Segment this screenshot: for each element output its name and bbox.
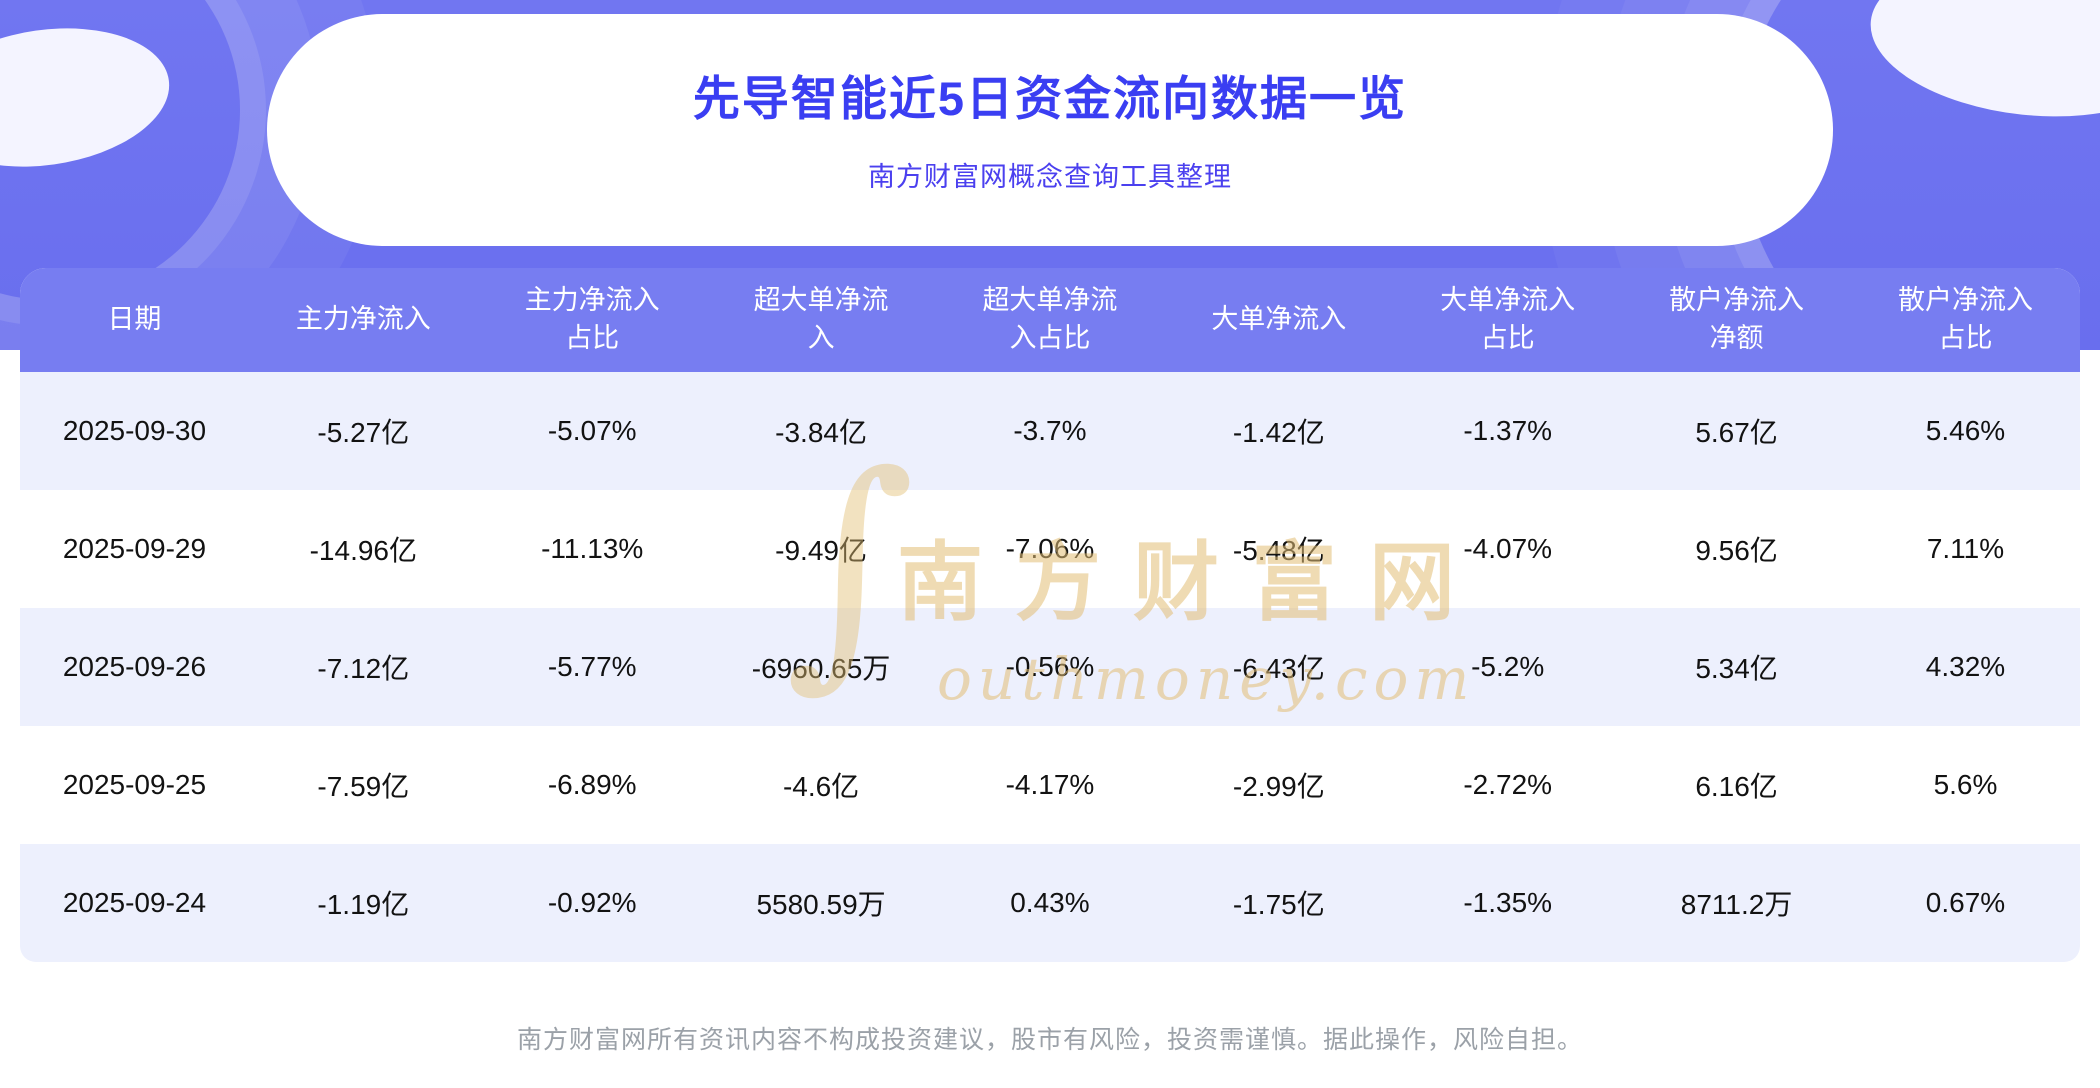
value-cell: -0.92% xyxy=(547,887,637,918)
table-row: 2025-09-24 -1.19亿 -0.92% 5580.59万 0.43% -1.75… xyxy=(20,844,2080,962)
value-cell: 6.16亿 xyxy=(1695,771,1778,802)
footer-disclaimer: 南方财富网所有资讯内容不构成投资建议，股市有风险，投资需谨慎。据此操作，风险自担… xyxy=(516,1026,1583,1054)
value-cell: 9.56亿 xyxy=(1695,535,1778,566)
value-cell: -0.56% xyxy=(1005,651,1095,682)
fund-flow-table: 日期 主力净流入 主力净流入占比 超大单净流入 超大单净流入占比 大单净流入 大单净流入占比… xyxy=(20,268,2080,962)
value-cell: -5.2% xyxy=(1471,651,1545,682)
banner-panel: 先导智能近5日资金流向数据一览 南方财富网概念查询工具整理 xyxy=(267,14,1833,246)
value-cell: -1.19亿 xyxy=(317,889,410,920)
table-row: 2025-09-26 -7.12亿 -5.77% -6960.65万 -0.56% -6.… xyxy=(20,608,2080,726)
value-cell: -5.48亿 xyxy=(1232,535,1325,566)
value-cell: -4.6亿 xyxy=(782,771,860,802)
value-cell: 8711.2万 xyxy=(1680,889,1793,920)
table-row: 2025-09-25 -7.59亿 -6.89% -4.6亿 -4.17% -2.99亿 -… xyxy=(20,726,2080,844)
value-cell: 5580.59万 xyxy=(756,889,886,920)
value-cell: -7.59亿 xyxy=(317,771,410,802)
table-row: 2025-09-29 -14.96亿 -11.13% -9.49亿 -7.06% -5.4… xyxy=(20,490,2080,608)
column-header-7: 散户净流入净额 xyxy=(1622,268,1851,372)
value-cell: 0.67% xyxy=(1925,887,2006,918)
value-cell: -14.96亿 xyxy=(309,535,418,566)
page-subtitle: 南方财富网概念查询工具整理 xyxy=(868,162,1232,192)
value-cell: 5.67亿 xyxy=(1695,417,1778,448)
column-header-4: 超大单净流入占比 xyxy=(935,268,1165,372)
value-cell: -3.84亿 xyxy=(775,417,867,448)
value-cell: 0.43% xyxy=(1010,887,1090,918)
date-cell: 2025-09-29 xyxy=(62,533,207,564)
column-header-5: 大单净流入 xyxy=(1164,268,1394,372)
value-cell: 4.32% xyxy=(1925,651,2006,682)
page-title: 先导智能近5日资金流向数据一览 xyxy=(692,72,1408,125)
value-cell: -1.35% xyxy=(1463,887,1553,918)
value-cell: 5.6% xyxy=(1933,769,1998,800)
value-cell: -2.72% xyxy=(1463,769,1553,800)
value-cell: -5.07% xyxy=(547,415,637,446)
value-cell: 7.11% xyxy=(1926,533,2005,564)
table-header: 日期 主力净流入 主力净流入占比 超大单净流入 超大单净流入占比 大单净流入 大单净流入占比… xyxy=(20,268,2080,372)
value-cell: -4.17% xyxy=(1005,769,1095,800)
value-cell: -3.7% xyxy=(1013,415,1087,446)
table-header-row: 日期 主力净流入 主力净流入占比 超大单净流入 超大单净流入占比 大单净流入 大单净流入占比… xyxy=(20,268,2080,372)
value-cell: -6.43亿 xyxy=(1232,653,1325,684)
column-header-2: 主力净流入占比 xyxy=(477,268,707,372)
value-cell: -7.06% xyxy=(1005,533,1095,564)
value-cell: -5.77% xyxy=(547,651,637,682)
column-header-3: 超大单净流入 xyxy=(706,268,936,372)
value-cell: -7.12亿 xyxy=(317,653,410,684)
value-cell: -5.27亿 xyxy=(317,417,410,448)
column-header-8: 散户净流入占比 xyxy=(1851,268,2080,372)
date-cell: 2025-09-24 xyxy=(62,887,207,918)
date-cell: 2025-09-30 xyxy=(62,415,207,446)
value-cell: 5.34亿 xyxy=(1695,653,1778,684)
value-cell: -6.89% xyxy=(547,769,637,800)
value-cell: -9.49亿 xyxy=(775,535,867,566)
value-cell: -4.07% xyxy=(1463,533,1553,564)
value-cell: 5.46% xyxy=(1925,415,2006,446)
value-cell: -2.99亿 xyxy=(1232,771,1325,802)
fund-flow-table-card: 日期 主力净流入 主力净流入占比 超大单净流入 超大单净流入占比 大单净流入 大单净流入占比… xyxy=(20,268,2080,962)
date-cell: 2025-09-25 xyxy=(62,769,207,800)
column-header-0: 日期 xyxy=(20,268,249,372)
table-row: 2025-09-30 -5.27亿 -5.07% -3.84亿 -3.7% -1.42亿 -… xyxy=(20,372,2080,490)
value-cell: -1.75亿 xyxy=(1232,889,1325,920)
value-cell: -11.13% xyxy=(541,533,644,564)
table-body: 2025-09-30 -5.27亿 -5.07% -3.84亿 -3.7% -1.42亿 -… xyxy=(20,372,2080,962)
value-cell: -1.37% xyxy=(1463,415,1553,446)
column-header-6: 大单净流入占比 xyxy=(1393,268,1623,372)
column-header-1: 主力净流入 xyxy=(248,268,478,372)
value-cell: -6960.65万 xyxy=(751,653,891,684)
value-cell: -1.42亿 xyxy=(1232,417,1325,448)
date-cell: 2025-09-26 xyxy=(62,651,207,682)
